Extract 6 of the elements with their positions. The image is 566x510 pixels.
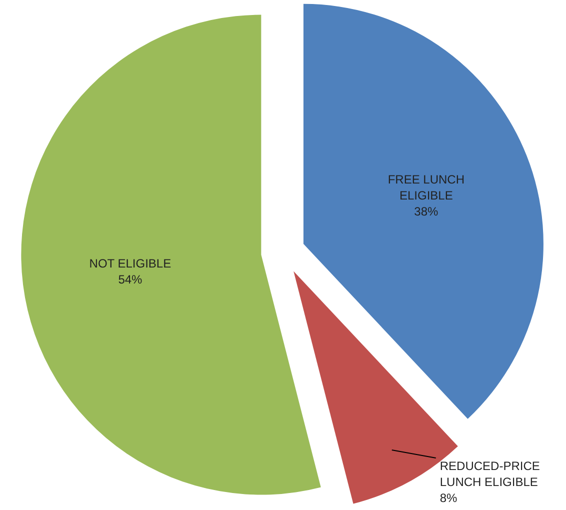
data-label: 8%	[440, 491, 458, 506]
data-label: 38%	[414, 204, 439, 218]
slice-label: NOT ELIGIBLE	[89, 256, 172, 270]
slice-label: REDUCED-PRICE LUNCH ELIGIBLE	[440, 459, 540, 490]
data-label: 54%	[118, 272, 143, 286]
slice-label: FREE LUNCH ELIGIBLE	[388, 172, 465, 202]
